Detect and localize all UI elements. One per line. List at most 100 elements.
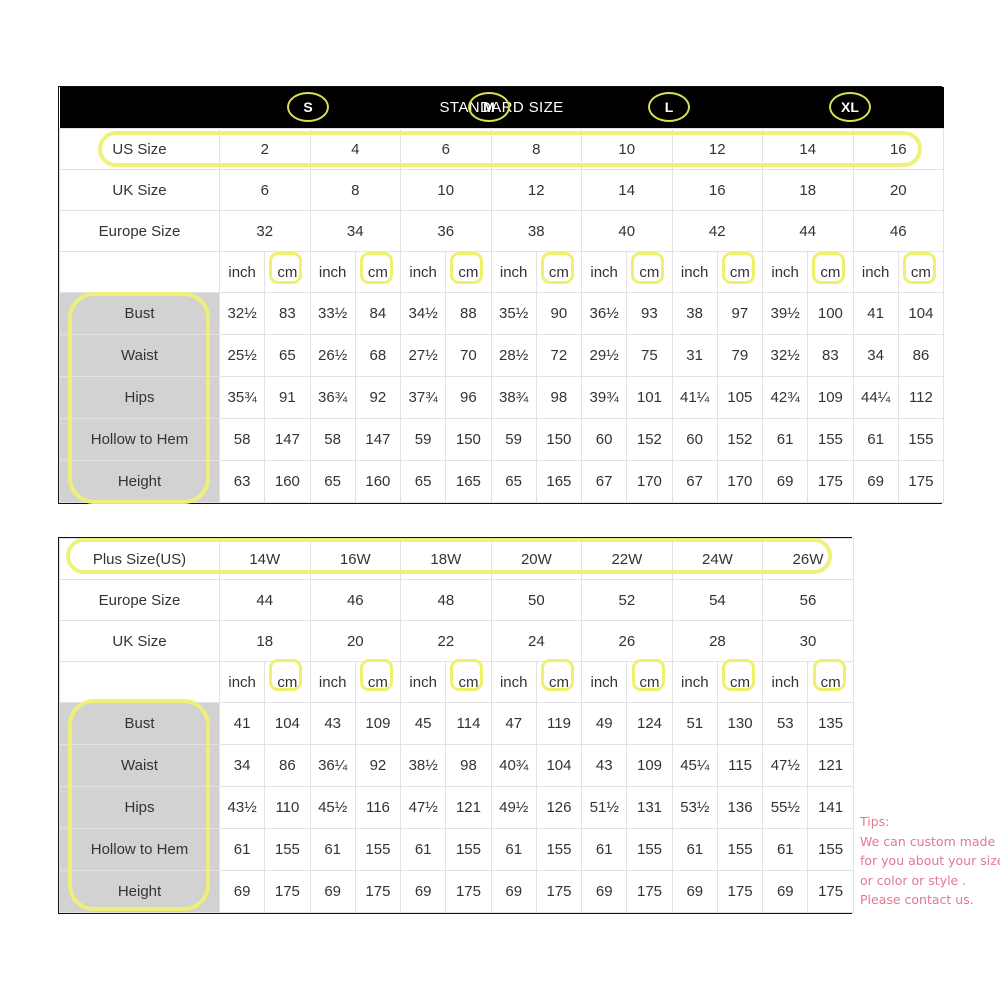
measurement-cell: 124	[626, 702, 673, 745]
measurement-cell: 100	[807, 292, 854, 335]
size-cell: 24W	[671, 538, 764, 580]
measurement-cell: 61	[671, 828, 718, 871]
unit-cell: cm	[354, 251, 402, 293]
plus-size-table: Plus Size(US) 14W 16W 18W 20W 22W 24W 26W Europe…	[59, 538, 854, 913]
measurement-cell: 35¾	[218, 376, 266, 419]
measurement-cell: 155	[897, 418, 945, 461]
unit-cell: cm	[807, 661, 854, 703]
tips-line-3: for you about your size	[860, 853, 1000, 868]
tips-line-2: We can custom made	[860, 833, 996, 849]
measurement-row: Hips 43½ 110 45½ 116 47½ 121 49½ 126 51½ 131 53½ 136…	[59, 786, 854, 829]
measurement-cell: 61	[761, 418, 809, 461]
measurement-row: Bust 41 104 43 109 45 114 47 119 49 124 51 130 53 135	[59, 702, 854, 745]
size-cell: 8	[309, 169, 401, 211]
measurement-cell: 43	[581, 744, 628, 787]
measurement-cell: 60	[580, 418, 628, 461]
unit-cell: inch	[218, 251, 266, 293]
measurement-cell: 147	[264, 418, 311, 461]
size-cell: 30	[762, 620, 854, 662]
measurement-cell: 116	[354, 786, 402, 829]
measurement-cell: 29½	[580, 334, 628, 377]
measurement-cell: 47	[490, 702, 537, 745]
size-cell: 20W	[490, 538, 583, 580]
measurement-cell: 39¾	[580, 376, 628, 419]
row-label: UK Size	[59, 620, 220, 662]
measurement-cell: 34	[218, 744, 266, 787]
unit-cell: inch	[671, 251, 718, 293]
measurement-cell: 69	[762, 870, 809, 913]
measurement-cell: 65	[399, 460, 447, 503]
size-cell: 22W	[581, 538, 673, 580]
measurement-cell: 160	[354, 460, 402, 503]
unit-cell: cm	[716, 661, 764, 703]
measurement-cell: 150	[445, 418, 492, 461]
measurement-row: Height 69 175 69 175 69 175 69 175 69 175 69 175 69 17…	[59, 870, 854, 913]
measurement-cell: 109	[354, 702, 402, 745]
size-cell: 8	[490, 128, 582, 170]
measurement-cell: 97	[716, 292, 764, 335]
measurement-cell: 51	[671, 702, 718, 745]
measurement-cell: 92	[354, 376, 402, 419]
size-cell: 12	[490, 169, 582, 211]
tips-note: Tips: We can custom made for you about y…	[860, 812, 1000, 910]
measurement-cell: 155	[626, 828, 673, 871]
measurement-cell: 69	[400, 870, 447, 913]
measurement-cell: 36½	[580, 292, 628, 335]
measurement-cell: 98	[445, 744, 492, 787]
measurement-cell: 93	[626, 292, 673, 335]
measurement-row: Hips 35¾ 91 36¾ 92 37¾ 96 38¾ 98 39¾ 101 41¼ 105 42¾ 1…	[59, 376, 945, 419]
measurement-cell: 35½	[490, 292, 537, 335]
measurement-cell: 59	[399, 418, 447, 461]
measurement-cell: 39½	[761, 292, 809, 335]
measurement-cell: 31	[671, 334, 718, 377]
measurement-label: Hips	[59, 786, 220, 829]
unit-cell: inch	[218, 661, 266, 703]
measurement-cell: 136	[716, 786, 764, 829]
measurement-cell: 61	[309, 828, 356, 871]
unit-cell: inch	[399, 251, 447, 293]
unit-cell: inch	[852, 251, 899, 293]
measurement-cell: 32½	[218, 292, 266, 335]
measurement-cell: 104	[535, 744, 583, 787]
measurement-label: Waist	[59, 744, 220, 787]
measurement-cell: 155	[535, 828, 583, 871]
measurement-cell: 69	[218, 870, 266, 913]
measurement-cell: 65	[490, 460, 537, 503]
measurement-cell: 60	[671, 418, 718, 461]
measurement-cell: 44¼	[852, 376, 899, 419]
size-cell: 48	[400, 579, 492, 621]
measurement-cell: 28½	[490, 334, 537, 377]
banner-title: STANDARD SIZE	[59, 87, 944, 129]
unit-row-label	[59, 661, 220, 703]
measurement-cell: 45¼	[671, 744, 718, 787]
unit-cell: cm	[807, 251, 854, 293]
measurement-cell: 152	[626, 418, 673, 461]
measurement-cell: 155	[354, 828, 402, 871]
measurement-row: Height 63 160 65 160 65 165 65 165 67 170 67 170 69 17…	[59, 460, 945, 503]
measurement-cell: 131	[626, 786, 673, 829]
measurement-cell: 86	[897, 334, 945, 377]
measurement-cell: 91	[264, 376, 311, 419]
measurement-label: Height	[59, 870, 220, 913]
standard-size-table: STANDARD SIZE US Size 2 4 6 8 10 12 14 16 UK Size 6…	[59, 87, 945, 503]
measurement-cell: 147	[354, 418, 402, 461]
measurement-cell: 61	[400, 828, 447, 871]
measurement-cell: 170	[716, 460, 764, 503]
measurement-cell: 150	[535, 418, 583, 461]
measurement-cell: 109	[807, 376, 854, 419]
measurement-cell: 84	[354, 292, 402, 335]
unit-cell: cm	[264, 661, 311, 703]
unit-cell: cm	[264, 251, 311, 293]
measurement-label: Hollow to Hem	[59, 418, 220, 461]
size-cell: 54	[671, 579, 764, 621]
measurement-cell: 96	[445, 376, 492, 419]
size-cell: 18	[762, 169, 854, 211]
measurement-cell: 58	[218, 418, 266, 461]
measurement-cell: 165	[535, 460, 583, 503]
unit-cell: inch	[400, 661, 447, 703]
measurement-cell: 175	[354, 870, 402, 913]
measurement-row: Waist 34 86 36¼ 92 38½ 98 40¾ 104 43 109 45¼ 115 47½ 1…	[59, 744, 854, 787]
measurement-cell: 114	[445, 702, 492, 745]
unit-cell: cm	[535, 661, 583, 703]
measurement-cell: 119	[535, 702, 583, 745]
